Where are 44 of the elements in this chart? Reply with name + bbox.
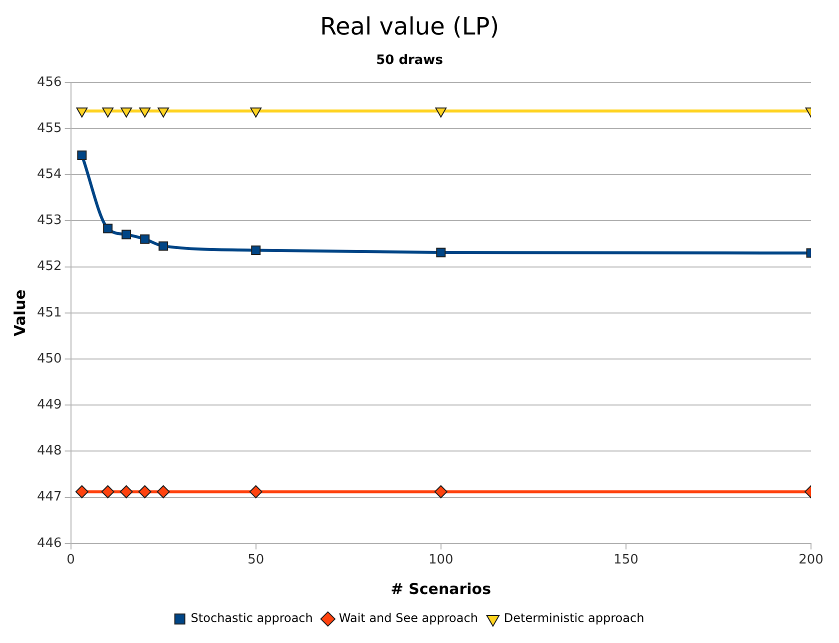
point — [158, 107, 170, 118]
point — [138, 485, 152, 498]
y-tick-label: 447 — [36, 490, 62, 505]
y-tick-label: 448 — [36, 444, 62, 459]
y-tick-label: 452 — [36, 259, 62, 274]
point — [103, 224, 113, 234]
chart-title: Real value (LP) — [320, 12, 500, 41]
legend-label: Stochastic approach — [190, 611, 313, 626]
point — [75, 485, 88, 498]
x-tick-label: 0 — [66, 552, 75, 568]
point — [102, 107, 114, 118]
point — [251, 245, 261, 255]
y-tick-label: 454 — [36, 166, 62, 182]
legend-label: Deterministic approach — [504, 611, 644, 626]
x-tick-label: 150 — [614, 552, 638, 568]
point — [435, 107, 447, 118]
point — [140, 234, 150, 244]
legend-label: Wait and See approach — [338, 611, 478, 626]
x-tick-label: 200 — [798, 552, 824, 568]
y-axis-title: Value — [10, 289, 29, 336]
y-tick-label: 450 — [36, 351, 62, 366]
y-tick-label: 449 — [36, 397, 62, 412]
chart-subtitle: 50 draws — [376, 52, 444, 68]
point — [434, 485, 448, 498]
x-axis-title: # Scenarios — [390, 580, 492, 598]
y-tick-label: 455 — [36, 120, 62, 136]
y-tick-label: 451 — [36, 305, 62, 320]
point — [120, 485, 133, 498]
point — [156, 485, 170, 498]
point — [436, 248, 446, 258]
point — [101, 485, 114, 498]
point — [77, 150, 87, 160]
point — [249, 485, 262, 498]
x-tick-label: 100 — [428, 552, 454, 568]
point — [250, 107, 262, 118]
y-tick-label: 446 — [36, 536, 62, 551]
y-tick-label: 456 — [36, 74, 62, 90]
point — [158, 241, 168, 251]
point — [139, 107, 151, 118]
y-tick-label: 453 — [36, 213, 62, 228]
point — [76, 107, 88, 118]
point — [120, 107, 132, 118]
x-tick-label: 50 — [248, 552, 264, 568]
point — [122, 230, 132, 240]
